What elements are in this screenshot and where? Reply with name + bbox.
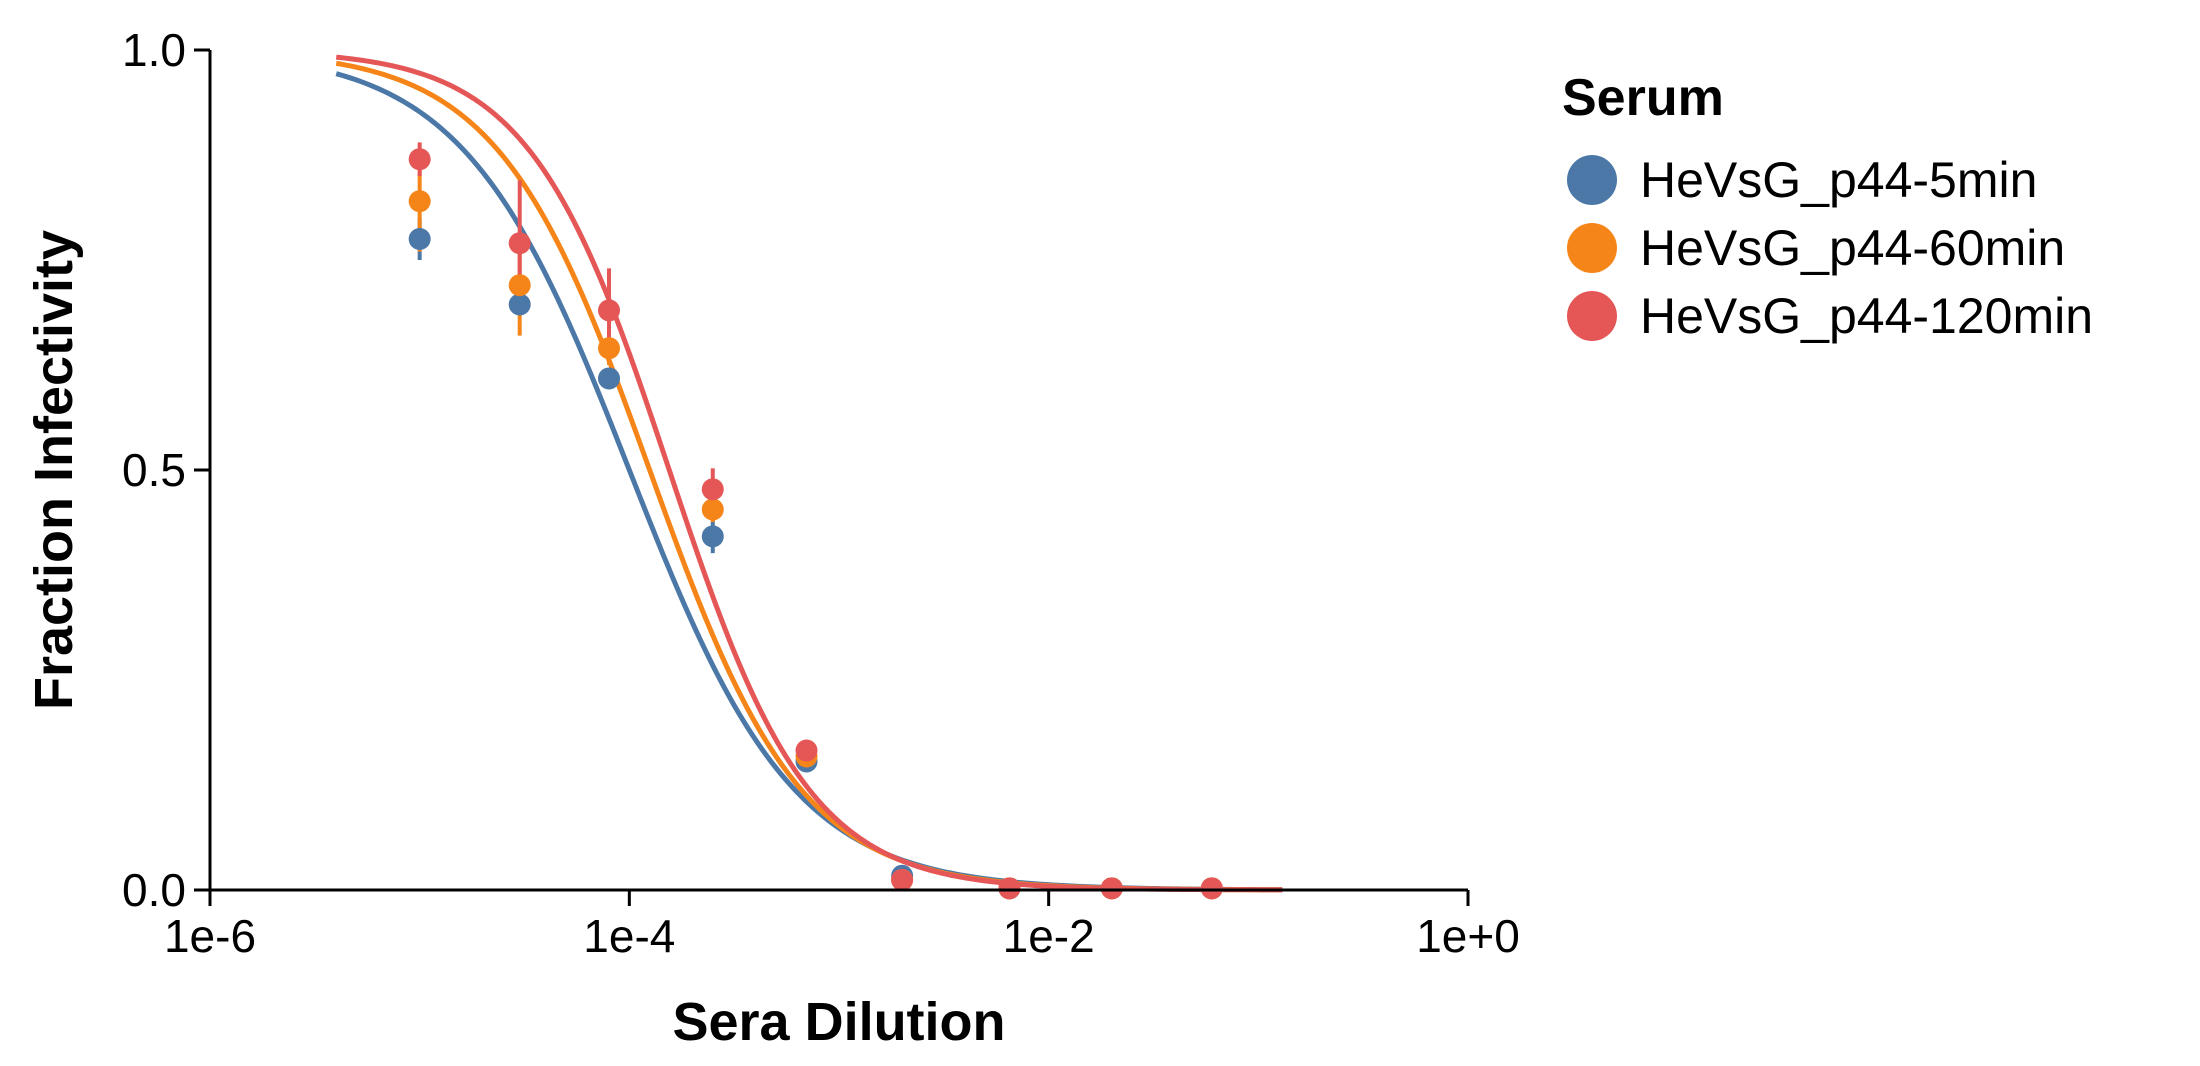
legend-swatch-2 [1567, 291, 1617, 341]
legend-swatch-0 [1567, 155, 1617, 205]
y-axis-title: Fraction Infectivity [24, 230, 84, 710]
data-point-1-1 [508, 274, 531, 297]
data-point-1-3 [701, 498, 724, 521]
data-point-0-3 [701, 525, 724, 548]
x-tick-label-3: 1e+0 [1416, 910, 1520, 962]
legend-label-2: HeVsG_p44-120min [1640, 288, 2093, 344]
x-tick-label-2: 1e-2 [1003, 910, 1095, 962]
y-axis: 0.0 0.5 1.0 [122, 24, 212, 916]
data-point-1-2 [598, 337, 621, 360]
data-point-1-0 [408, 190, 431, 213]
data-point-2-0 [408, 148, 431, 171]
legend-label-1: HeVsG_p44-60min [1640, 220, 2065, 276]
x-axis-title: Sera Dilution [672, 992, 1005, 1052]
data-point-2-6 [998, 877, 1021, 900]
data-point-2-8 [1200, 877, 1223, 900]
legend-item-1: HeVsG_p44-60min [1567, 220, 2065, 276]
data-point-0-0 [408, 228, 431, 250]
data-point-0-1 [508, 293, 531, 316]
data-point-2-5 [891, 868, 914, 891]
data-point-2-3 [701, 478, 724, 501]
legend-title: Serum [1562, 69, 1724, 127]
legend-swatch-1 [1567, 223, 1617, 273]
x-tick-label-1: 1e-4 [583, 910, 675, 962]
data-point-2-7 [1100, 877, 1123, 900]
plot-area [335, 54, 1283, 900]
data-points [408, 148, 1223, 900]
y-tick-label-1: 0.5 [122, 444, 186, 496]
data-point-0-2 [598, 367, 621, 390]
legend-item-2: HeVsG_p44-120min [1567, 288, 2093, 344]
data-point-2-1 [508, 232, 531, 255]
x-tick-label-0: 1e-6 [164, 910, 256, 962]
data-point-2-4 [795, 739, 818, 762]
legend-label-0: HeVsG_p44-5min [1640, 152, 2037, 208]
legend-item-0: HeVsG_p44-5min [1567, 152, 2037, 208]
data-point-2-2 [598, 299, 621, 322]
y-tick-label-2: 1.0 [122, 24, 186, 76]
y-tick-label-0: 0.0 [122, 864, 186, 916]
legend: Serum HeVsG_p44-5min HeVsG_p44-60min HeVsG… [1562, 69, 2093, 344]
x-axis: 1e-6 1e-4 1e-2 1e+0 [164, 888, 1520, 962]
